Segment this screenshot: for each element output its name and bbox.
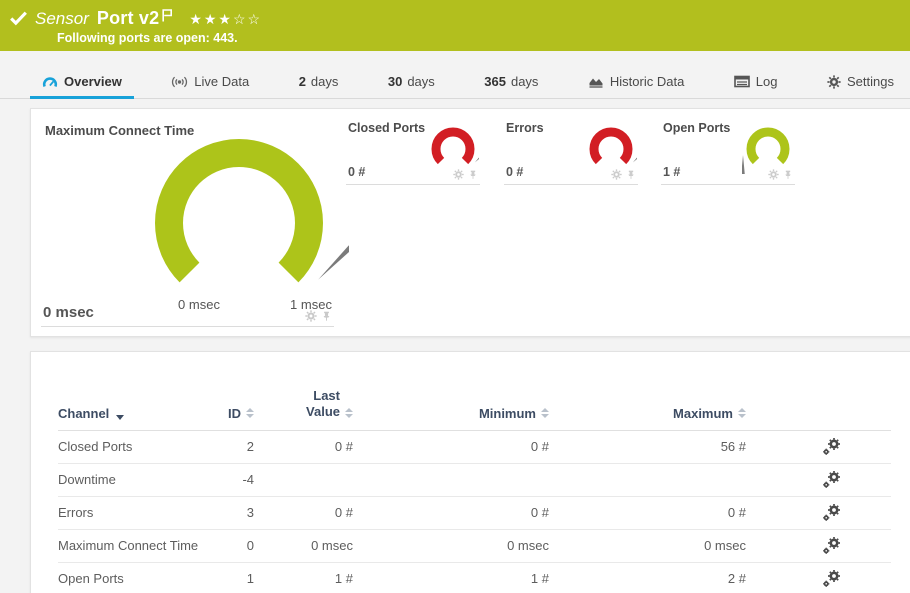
channel-id: -4 [242,472,254,487]
sensor-type-label: Sensor [35,9,89,28]
gauge-cell-open-ports: Open Ports 1 # [661,115,795,185]
channels-table: Channel ID Last Value Minimum Maximum [58,388,891,593]
pin-icon[interactable] [468,170,478,180]
gauge-value: 0 msec [43,304,94,321]
channels-panel: Channel ID Last Value Minimum Maximum [30,351,910,593]
gauge-title: Closed Ports [348,121,426,135]
column-header-minimum[interactable]: Minimum [479,406,549,421]
gear-icon[interactable] [611,169,622,180]
sort-icon [738,407,746,418]
gauge-value: 0 # [506,165,524,179]
gauge-title: Errors [506,121,544,135]
pin-icon[interactable] [321,311,332,322]
pin-icon[interactable] [626,170,636,180]
channel-id: 3 [246,505,254,520]
errors-gauge [589,127,637,165]
table-row: Downtime -4 [58,464,891,497]
channel-maximum: 56 # [720,439,746,454]
sort-desc-icon [116,414,125,420]
open-ports-gauge [742,127,790,174]
gear-icon[interactable] [453,169,464,180]
gauge-scale-min: 0 msec [178,297,220,312]
maximum-connect-time-gauge [155,139,349,283]
channel-last-value: 0 # [334,439,353,454]
table-row: Closed Ports 2 0 # 0 # 56 # [58,431,891,464]
channel-id: 1 [246,571,254,586]
closed-ports-gauge [431,127,479,165]
gauge-scale-max: 1 msec [290,297,332,312]
channel-name: Closed Ports [58,439,133,454]
column-header-maximum[interactable]: Maximum [673,406,746,421]
table-row: Errors 3 0 # 0 # 0 # [58,497,891,530]
tab-historic-data[interactable]: Historic Data [576,70,696,99]
channel-settings-icon[interactable] [822,503,841,522]
channel-settings-icon[interactable] [822,536,841,555]
gear-icon[interactable] [305,310,317,322]
table-row: Open Ports 1 1 # 1 # 2 # [58,563,891,593]
gauges-panel: Maximum Connect Time 0 msec 1 msec 0 mse… [30,108,910,337]
table-header-row: Channel ID Last Value Minimum Maximum [58,388,891,431]
gauge-needle [318,212,349,280]
gauge-title: Maximum Connect Time [45,123,195,138]
gauge-cell-maximum-connect-time: Maximum Connect Time 0 msec 1 msec 0 mse… [41,113,349,327]
channel-id: 0 [246,538,254,553]
channel-minimum: 0 # [530,505,549,520]
channel-minimum: 1 # [530,571,549,586]
tab-overview[interactable]: Overview [30,70,134,99]
gear-icon[interactable] [768,169,779,180]
column-header-channel[interactable]: Channel [58,406,208,421]
priority-flag-icon [162,8,173,21]
channel-last-value: 1 # [334,571,353,586]
live-data-icon [172,76,188,87]
ok-check-icon [10,11,27,26]
channel-last-value: 0 # [334,505,353,520]
gauge-value: 0 # [348,165,366,179]
column-header-last-value[interactable]: Last Value [294,388,353,421]
sensor-status-message: Following ports are open: 443. [57,31,238,45]
gauge-cell-errors: Errors 0 # [504,115,638,185]
channel-minimum: 0 msec [507,538,549,553]
historic-data-icon [589,78,603,88]
channel-settings-icon[interactable] [822,470,841,489]
sort-icon [345,407,353,418]
tab-2-days[interactable]: 2 days [298,74,339,89]
tab-log[interactable]: Log [722,70,790,99]
gear-icon [827,75,841,89]
tab-live-data[interactable]: Live Data [159,70,261,99]
channel-settings-icon[interactable] [822,437,841,456]
channel-name: Errors [58,505,94,520]
channel-name: Downtime [58,472,116,487]
channel-id: 2 [246,439,254,454]
channel-last-value: 0 msec [311,538,353,553]
sort-icon [541,407,549,418]
gauge-title: Open Ports [663,121,731,135]
channel-settings-icon[interactable] [822,569,841,588]
gauge-cell-closed-ports: Closed Ports 0 # [346,115,480,185]
channel-maximum: 0 msec [704,538,746,553]
sort-icon [246,407,254,418]
log-icon [733,75,750,88]
channel-maximum: 0 # [727,505,746,520]
sensor-status-banner: Sensor Port v2 ★★★☆☆ Following ports are… [0,0,910,51]
gauge-icon [42,76,58,87]
column-header-id[interactable]: ID [228,406,254,421]
channel-maximum: 2 # [727,571,746,586]
page-title: Port v2 [96,8,160,28]
table-row: Maximum Connect Time 0 0 msec 0 msec 0 m… [58,530,891,563]
gauge-value: 1 # [663,165,681,179]
tab-bar: Overview Live Data 2 days 30 days 365 da… [0,70,910,99]
tab-30-days[interactable]: 30 days [387,74,435,89]
priority-stars[interactable]: ★★★☆☆ [189,11,263,27]
tab-settings[interactable]: Settings [815,70,906,99]
gauge-needle [742,155,746,174]
tab-365-days[interactable]: 365 days [484,74,539,89]
channel-name: Open Ports [58,571,124,586]
channel-name: Maximum Connect Time [58,538,199,553]
channel-minimum: 0 # [530,439,549,454]
pin-icon[interactable] [783,170,793,180]
